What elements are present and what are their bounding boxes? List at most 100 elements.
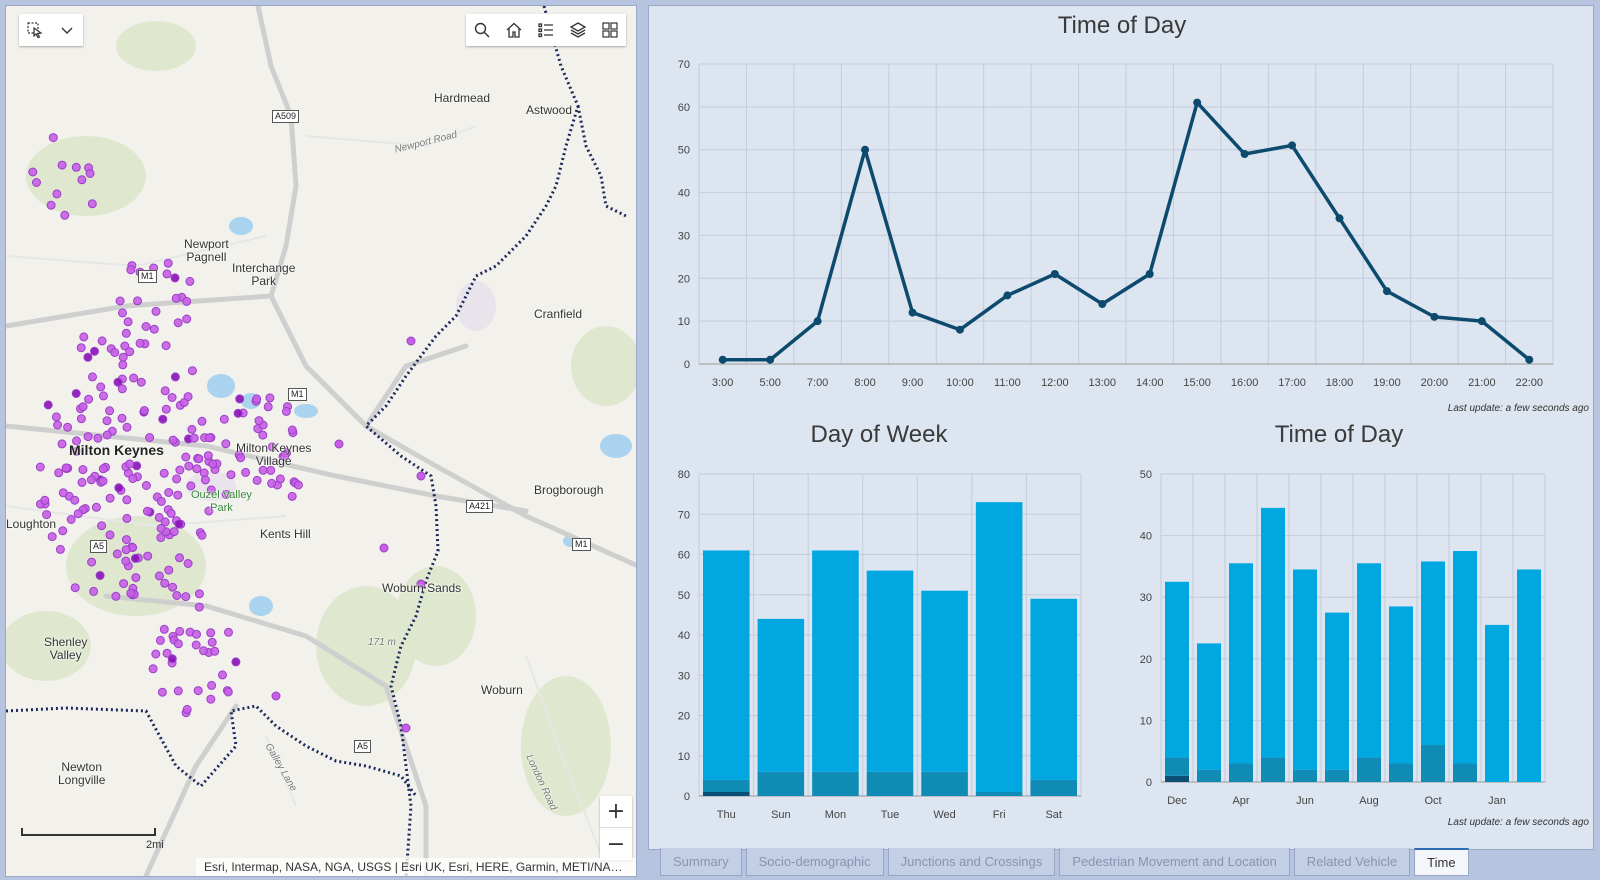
incident-point[interactable]	[156, 523, 166, 533]
incident-point[interactable]	[78, 402, 88, 412]
bar-segment[interactable]	[812, 550, 859, 772]
incident-point[interactable]	[168, 435, 178, 445]
bar-segment[interactable]	[1485, 624, 1509, 782]
incident-point[interactable]	[28, 167, 38, 177]
incident-point[interactable]	[183, 559, 193, 568]
data-point[interactable]	[1240, 150, 1249, 158]
bar-segment[interactable]	[1293, 769, 1317, 782]
legend-list-icon[interactable]	[530, 14, 562, 46]
incident-point[interactable]	[172, 591, 182, 600]
incident-point[interactable]	[55, 544, 65, 554]
bar-segment[interactable]	[1325, 612, 1349, 770]
incident-point[interactable]	[206, 485, 216, 495]
incident-point[interactable]	[121, 328, 131, 338]
incident-point[interactable]	[63, 422, 73, 432]
incident-point[interactable]	[70, 583, 80, 593]
incident-point[interactable]	[141, 481, 151, 490]
incident-point[interactable]	[76, 343, 86, 353]
data-point[interactable]	[1098, 300, 1107, 308]
incident-point[interactable]	[97, 521, 107, 531]
incident-point[interactable]	[123, 317, 133, 327]
incident-point[interactable]	[218, 670, 227, 680]
incident-point[interactable]	[194, 602, 204, 612]
incident-point[interactable]	[200, 475, 210, 485]
bar-segment[interactable]	[757, 618, 805, 772]
incident-point[interactable]	[173, 490, 183, 500]
incident-point[interactable]	[175, 553, 184, 563]
incident-point[interactable]	[182, 314, 192, 324]
incident-point[interactable]	[241, 467, 251, 477]
incident-point[interactable]	[95, 571, 105, 580]
incident-point[interactable]	[110, 348, 120, 357]
incident-point[interactable]	[130, 553, 140, 563]
incident-point[interactable]	[58, 488, 68, 498]
incident-point[interactable]	[105, 406, 115, 416]
incident-point[interactable]	[117, 384, 127, 394]
incident-point[interactable]	[163, 258, 173, 268]
data-point[interactable]	[1003, 291, 1012, 300]
incident-point[interactable]	[32, 178, 41, 187]
incident-point[interactable]	[57, 160, 67, 170]
incident-point[interactable]	[35, 462, 45, 472]
incident-point[interactable]	[87, 557, 97, 567]
time-of-day-line-chart[interactable]: 0 10 20 30 40 50 60 70 3:00 5:00 7:00 8:00 9:00 10:00…	[649, 6, 1595, 426]
data-point[interactable]	[766, 355, 775, 364]
incident-point[interactable]	[223, 687, 233, 697]
incident-point[interactable]	[78, 465, 88, 475]
incident-point[interactable]	[334, 439, 344, 449]
incident-point[interactable]	[117, 413, 127, 423]
incident-point[interactable]	[275, 474, 285, 484]
incident-point[interactable]	[186, 481, 196, 491]
incident-point[interactable]	[102, 416, 112, 426]
bar-segment[interactable]	[1229, 563, 1253, 764]
incident-point[interactable]	[125, 459, 135, 469]
incident-point[interactable]	[194, 454, 204, 464]
zoom-out-button[interactable]: −	[606, 831, 626, 857]
bar-segment[interactable]	[1453, 551, 1477, 764]
bar-segment[interactable]	[703, 779, 750, 792]
bar-segment[interactable]	[812, 771, 859, 796]
incident-point[interactable]	[235, 394, 245, 404]
incident-point[interactable]	[207, 680, 217, 690]
incident-point[interactable]	[113, 377, 123, 387]
incident-point[interactable]	[174, 519, 184, 529]
bar-segment[interactable]	[1197, 769, 1221, 782]
incident-point[interactable]	[187, 366, 197, 376]
incident-point[interactable]	[184, 461, 194, 471]
tab-time[interactable]: Time	[1414, 848, 1469, 876]
incident-point[interactable]	[226, 470, 236, 480]
map-view[interactable]: Hardmead Astwood Newport Pagnell Interch…	[5, 5, 637, 877]
incident-point[interactable]	[145, 433, 155, 442]
incident-point[interactable]	[156, 533, 166, 543]
incident-point[interactable]	[175, 465, 185, 475]
incident-point[interactable]	[46, 200, 56, 210]
bar-segment[interactable]	[757, 771, 805, 796]
incident-point[interactable]	[160, 517, 170, 527]
incident-point[interactable]	[172, 474, 182, 484]
incident-point[interactable]	[85, 169, 95, 178]
tab-socio-demographic[interactable]: Socio-demographic	[745, 848, 884, 876]
incident-point[interactable]	[265, 393, 275, 403]
zoom-in-button[interactable]: +	[600, 796, 632, 828]
incident-point[interactable]	[416, 471, 426, 481]
bar-segment[interactable]	[866, 570, 914, 772]
data-point[interactable]	[1382, 287, 1391, 296]
bar-segment[interactable]	[975, 502, 1023, 792]
incident-point[interactable]	[131, 573, 141, 583]
bar-segment[interactable]	[703, 550, 750, 780]
incident-point[interactable]	[125, 347, 135, 357]
incident-point[interactable]	[406, 336, 416, 346]
incident-point[interactable]	[167, 393, 177, 402]
incident-point[interactable]	[204, 433, 214, 443]
month-bar-chart[interactable]: 0 10 20 30 40 50 Dec Apr Jun Aug Oct Jan	[649, 6, 1595, 851]
incident-point[interactable]	[182, 296, 192, 306]
incident-point[interactable]	[71, 446, 81, 456]
incident-point[interactable]	[148, 664, 158, 674]
incident-point[interactable]	[47, 532, 57, 542]
incident-point[interactable]	[91, 502, 101, 512]
bar-segment[interactable]	[1197, 643, 1221, 770]
data-point[interactable]	[718, 355, 727, 364]
search-icon[interactable]	[466, 14, 498, 46]
incident-point[interactable]	[252, 394, 262, 404]
bar-segment[interactable]	[1165, 581, 1189, 758]
